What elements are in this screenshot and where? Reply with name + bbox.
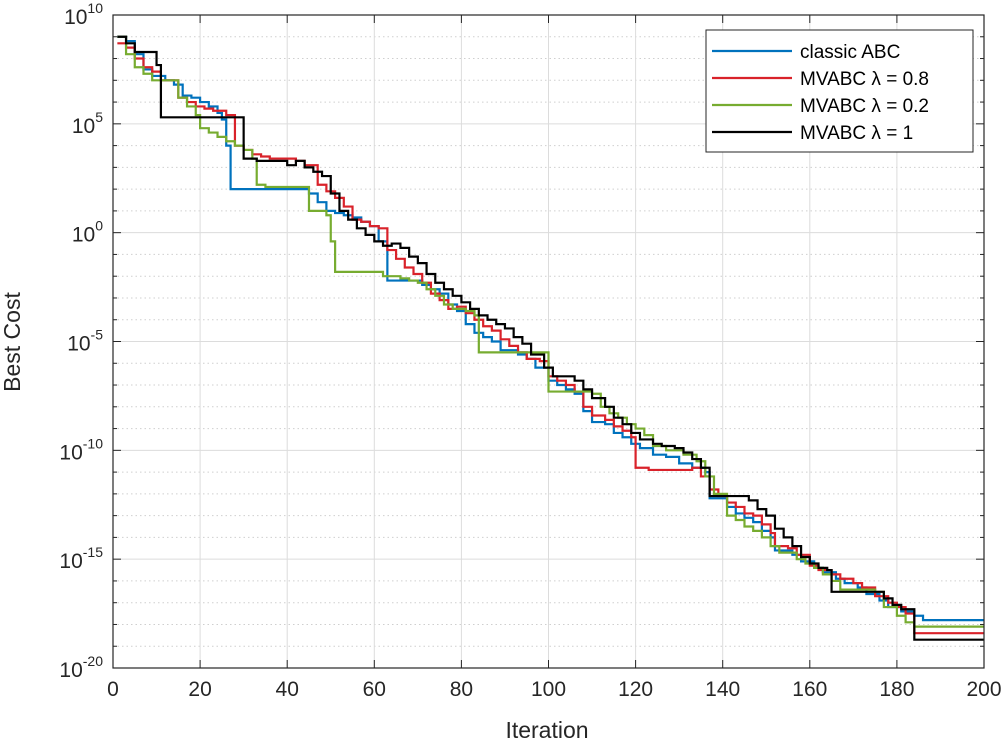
y-tick-label: 10-10	[59, 435, 103, 464]
legend-label: MVABC λ = 0.2	[800, 96, 929, 117]
x-tick-label: 140	[705, 678, 740, 701]
y-tick-label: 10-5	[67, 327, 103, 356]
x-tick-label: 80	[450, 678, 473, 701]
y-tick-label: 10-20	[59, 653, 103, 682]
x-tick-label: 60	[363, 678, 386, 701]
x-tick-label: 200	[966, 678, 1001, 701]
y-tick-label: 10-15	[59, 544, 103, 573]
legend-label: MVABC λ = 1	[800, 123, 913, 144]
y-tick-labels: 1010 105 100 10-5 10-10 10-15 10-20	[59, 0, 103, 682]
y-axis-label: Best Cost	[0, 292, 25, 392]
x-tick-label: 40	[276, 678, 299, 701]
y-tick-label: 100	[72, 218, 103, 247]
x-tick-label: 0	[107, 678, 119, 701]
x-tick-label: 20	[188, 678, 211, 701]
legend-label: MVABC λ = 0.8	[800, 69, 929, 90]
x-tick-label: 100	[531, 678, 566, 701]
series-layer	[117, 35, 984, 641]
series-line	[117, 35, 984, 628]
tick-marks	[112, 14, 985, 669]
x-tick-label: 120	[618, 678, 653, 701]
x-tick-label: 180	[879, 678, 914, 701]
x-tick-labels: 0 20 40 60 80 100 120 140 160 180 200	[107, 678, 1001, 701]
y-tick-label: 1010	[64, 0, 103, 29]
legend: classic ABC MVABC λ = 0.8 MVABC λ = 0.2 MVA…	[705, 29, 974, 153]
x-axis-label: Iteration	[505, 717, 588, 742]
y-tick-label: 105	[72, 109, 103, 138]
x-tick-label: 160	[792, 678, 827, 701]
legend-label: classic ABC	[800, 42, 900, 63]
series-line	[117, 35, 984, 641]
